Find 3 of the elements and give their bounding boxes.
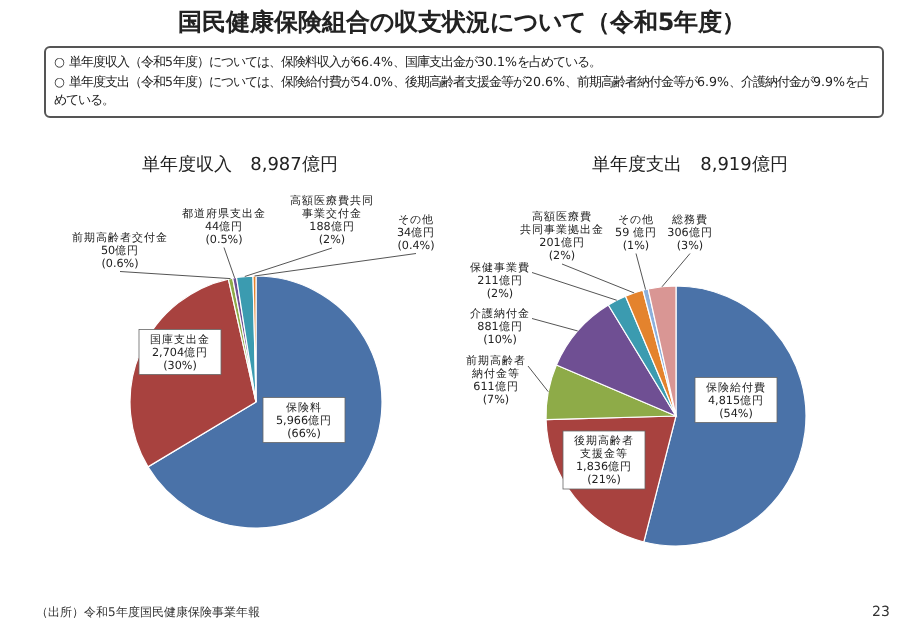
chart-title: 単年度収入 8,987億円: [142, 154, 338, 176]
chart-title: 単年度支出 8,919億円: [592, 154, 788, 176]
text: 国民健康保険組合の収支状況について（令和5年度）: [175, 6, 749, 40]
